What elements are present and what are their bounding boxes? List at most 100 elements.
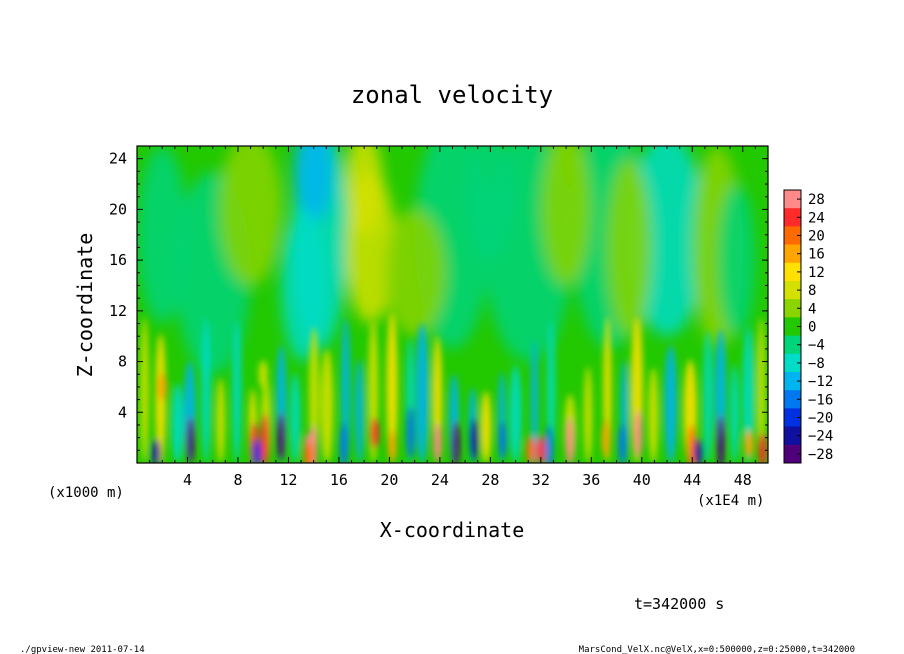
field-region bbox=[219, 146, 283, 286]
field-cell-core bbox=[370, 417, 379, 449]
y-tick-label: 16 bbox=[109, 251, 127, 269]
footer-right: MarsCond_VelX.nc@VelX,x=0:500000,z=0:250… bbox=[579, 645, 855, 654]
field-cell-core bbox=[687, 424, 696, 463]
x-tick-label: 12 bbox=[279, 471, 297, 489]
colorbar-label: 0 bbox=[808, 320, 816, 336]
colorbar-label: −20 bbox=[808, 411, 833, 427]
field-cell-core bbox=[526, 436, 536, 463]
field-cell-core bbox=[618, 423, 627, 463]
x-tick-label: 44 bbox=[683, 471, 701, 489]
field-cell bbox=[509, 365, 522, 463]
field-region bbox=[465, 146, 516, 261]
field-cell bbox=[320, 349, 334, 463]
colorbar-swatch bbox=[784, 299, 801, 318]
x-tick-label: 24 bbox=[431, 471, 449, 489]
colorbar-label: −16 bbox=[808, 392, 833, 408]
field-cell bbox=[757, 317, 766, 463]
colorbar-swatch bbox=[784, 372, 801, 391]
field-cell bbox=[386, 312, 398, 463]
field-cell-core bbox=[151, 438, 161, 463]
field-cell-core bbox=[744, 430, 754, 458]
colorbar-swatch bbox=[784, 190, 801, 209]
x-tick-label: 20 bbox=[380, 471, 398, 489]
colorbar-label: −12 bbox=[808, 374, 833, 390]
field-cell-core bbox=[406, 406, 415, 460]
field-cell-core bbox=[252, 438, 262, 463]
field-cell bbox=[201, 318, 211, 463]
colorbar-label: 12 bbox=[808, 265, 825, 281]
colorbar-swatch bbox=[784, 444, 801, 464]
field-cell-core bbox=[433, 422, 442, 463]
x-tick-label: 48 bbox=[734, 471, 752, 489]
time-label: t=342000 s bbox=[634, 595, 724, 613]
colorbar-label: −4 bbox=[808, 338, 825, 354]
colorbar-swatch bbox=[784, 335, 801, 355]
field-cell bbox=[171, 383, 184, 463]
field-cell-core bbox=[536, 436, 546, 463]
field-cell bbox=[232, 321, 242, 463]
field-cell bbox=[664, 345, 678, 463]
field-cell-core bbox=[186, 417, 195, 463]
colorbar-label: 16 bbox=[808, 247, 825, 263]
field-cell-core bbox=[470, 418, 479, 462]
y-axis-title: Z-coordinate bbox=[73, 233, 97, 378]
field-cell-core bbox=[716, 415, 725, 463]
heatmap-field bbox=[137, 146, 768, 463]
colorbar-swatch bbox=[784, 208, 801, 227]
field-cell-core bbox=[498, 421, 507, 459]
colorbar-swatch bbox=[784, 408, 801, 428]
x-tick-label: 40 bbox=[633, 471, 651, 489]
field-cell-core bbox=[758, 432, 767, 463]
y-axis: 4 8 12 16 20 24 bbox=[109, 150, 768, 451]
field-cell bbox=[648, 367, 659, 463]
field-cell bbox=[290, 372, 301, 463]
field-cell-core bbox=[601, 420, 610, 458]
field-region bbox=[717, 184, 756, 337]
colorbar: 28 24 20 16 12 8 4 0 −4 −8 −12 −16 −20 −24 −28 bbox=[783, 189, 833, 464]
colorbar-swatch bbox=[784, 317, 801, 337]
colorbar-label: 8 bbox=[808, 283, 816, 299]
y-tick-label: 20 bbox=[109, 200, 127, 218]
field-region bbox=[293, 146, 334, 223]
field-cell bbox=[703, 330, 713, 463]
field-region bbox=[606, 158, 652, 337]
field-cell bbox=[216, 378, 226, 463]
x-axis-title: X-coordinate bbox=[380, 518, 525, 542]
field-region bbox=[280, 209, 327, 362]
colorbar-label: −24 bbox=[808, 429, 833, 445]
field-cell-core bbox=[694, 438, 704, 463]
field-cell bbox=[355, 359, 364, 463]
field-cell bbox=[730, 364, 739, 463]
field-cell-core bbox=[565, 417, 574, 463]
field-cell-core bbox=[634, 410, 643, 458]
colorbar-label: 20 bbox=[808, 229, 825, 245]
x-axis: 4 8 12 16 20 24 28 32 36 40 44 48 bbox=[149, 146, 756, 489]
colorbar-swatch bbox=[784, 353, 801, 373]
field-cell bbox=[583, 366, 593, 463]
colorbar-label: 4 bbox=[808, 301, 816, 317]
x-tick-label: 8 bbox=[233, 471, 242, 489]
field-cell-core bbox=[451, 421, 460, 463]
field-cell-core bbox=[545, 425, 554, 463]
x-tick-label: 28 bbox=[481, 471, 499, 489]
field-cell-core bbox=[157, 372, 167, 401]
field-cell bbox=[530, 340, 539, 463]
y-tick-label: 8 bbox=[118, 353, 127, 371]
field-region bbox=[540, 146, 592, 286]
colorbar-swatch bbox=[784, 226, 801, 246]
field-cell-core bbox=[260, 413, 269, 463]
y-tick-label: 12 bbox=[109, 302, 127, 320]
y-unit-label: (x1000 m) bbox=[48, 485, 124, 501]
field-cell-core bbox=[258, 360, 268, 389]
field-cell bbox=[742, 326, 755, 463]
colorbar-swatch bbox=[784, 262, 801, 282]
field-region bbox=[137, 146, 188, 324]
colorbar-swatch bbox=[784, 426, 801, 446]
y-tick-label: 24 bbox=[109, 150, 127, 168]
field-cell-core bbox=[388, 430, 397, 462]
colorbar-label: 28 bbox=[808, 192, 825, 208]
field-cell bbox=[415, 323, 429, 463]
x-tick-label: 4 bbox=[183, 471, 192, 489]
field-region bbox=[383, 209, 447, 337]
